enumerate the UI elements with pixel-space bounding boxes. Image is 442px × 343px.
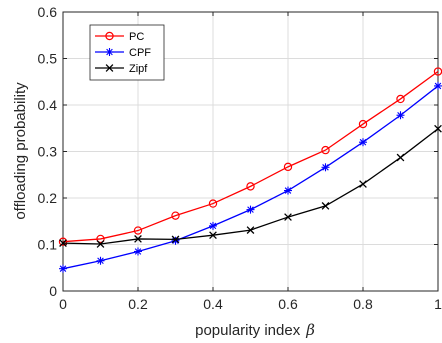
data-point-cpf-stroke bbox=[247, 206, 254, 213]
data-point-zipf-stroke bbox=[434, 124, 442, 133]
data-point-zipf-stroke bbox=[284, 213, 292, 221]
legend-marker-cpf bbox=[105, 48, 114, 56]
x-tick-label: 0.8 bbox=[353, 296, 373, 312]
data-point-zipf-stroke bbox=[59, 239, 67, 247]
data-point-zipf bbox=[396, 153, 405, 162]
data-point-cpf bbox=[359, 138, 367, 147]
y-tick-label: 0 bbox=[49, 283, 57, 299]
data-point-cpf-stroke bbox=[397, 111, 404, 119]
data-point-pc bbox=[358, 119, 368, 129]
data-point-zipf-stroke bbox=[209, 231, 217, 240]
series-pc bbox=[58, 67, 442, 246]
data-point-cpf bbox=[171, 236, 180, 245]
data-point-zipf-stroke bbox=[171, 235, 180, 244]
data-point-zipf bbox=[59, 239, 67, 247]
data-point-cpf-stroke bbox=[97, 257, 104, 265]
data-point-zipf bbox=[321, 202, 330, 210]
x-tick-label: 0.6 bbox=[278, 296, 298, 312]
legend-entry-cpf: CPF bbox=[95, 47, 151, 59]
y-tick-label: 0.2 bbox=[38, 190, 58, 206]
x-tick-label: 0 bbox=[59, 296, 67, 312]
data-point-pc bbox=[208, 199, 218, 208]
data-point-cpf bbox=[96, 256, 105, 265]
series-line-pc bbox=[62, 70, 439, 243]
data-point-zipf bbox=[209, 231, 217, 240]
data-point-zipf bbox=[359, 180, 367, 188]
y-axis-label: offloading probability bbox=[12, 82, 29, 220]
legend-label-zipf: Zipf bbox=[129, 63, 148, 75]
x-axis-label-text: popularity index bbox=[195, 322, 301, 339]
data-point-pc bbox=[283, 162, 293, 172]
y-tick-label: 0.1 bbox=[38, 237, 58, 253]
legend-entry-zipf: Zipf bbox=[95, 63, 148, 75]
legend-label-pc: PC bbox=[129, 31, 144, 43]
series bbox=[58, 67, 442, 273]
data-point-cpf bbox=[284, 186, 292, 195]
data-point-zipf bbox=[171, 235, 180, 244]
data-point-zipf-stroke bbox=[396, 153, 405, 162]
data-point-zipf bbox=[284, 213, 292, 221]
data-point-cpf bbox=[134, 247, 142, 256]
axis-ticks: 0 0.2 0.4 0.6 0.8 1 0 0.1 0.2 0.3 0.4 0.5 0.6 bbox=[38, 4, 442, 312]
data-point-cpf bbox=[246, 205, 255, 214]
y-tick-label: 0.4 bbox=[38, 97, 58, 113]
data-point-cpf bbox=[321, 163, 330, 172]
data-point-cpf-stroke bbox=[59, 265, 67, 272]
data-point-cpf bbox=[209, 221, 217, 230]
data-point-pc bbox=[96, 234, 105, 244]
x-axis-label-symbol: β bbox=[305, 321, 315, 339]
y-tick-label: 0.5 bbox=[38, 51, 58, 67]
x-tick-label: 0.2 bbox=[128, 296, 148, 312]
data-point-zipf bbox=[134, 235, 142, 243]
series-cpf bbox=[59, 81, 442, 273]
data-point-cpf-stroke bbox=[134, 248, 142, 255]
data-point-zipf-stroke bbox=[134, 235, 142, 243]
data-point-cpf bbox=[59, 264, 67, 273]
legend-marker-zipf-stroke bbox=[105, 64, 114, 72]
data-point-cpf-stroke bbox=[284, 187, 292, 194]
y-tick-label: 0.6 bbox=[38, 4, 58, 20]
x-axis-label: popularity index β bbox=[195, 321, 315, 339]
data-point-zipf-stroke bbox=[246, 226, 255, 234]
data-point-cpf-stroke bbox=[359, 138, 367, 146]
series-zipf bbox=[59, 124, 442, 248]
data-point-pc bbox=[171, 211, 180, 220]
data-point-cpf-stroke bbox=[322, 164, 329, 171]
legend-marker-cpf-stroke bbox=[106, 48, 113, 56]
legend-marker-zipf bbox=[105, 64, 114, 72]
data-point-cpf-stroke bbox=[434, 82, 442, 90]
data-point-zipf bbox=[246, 226, 255, 234]
data-point-zipf-stroke bbox=[321, 202, 330, 210]
data-point-cpf bbox=[396, 111, 405, 120]
data-point-zipf-stroke bbox=[359, 180, 367, 188]
data-point-zipf bbox=[96, 240, 105, 248]
y-tick-label: 0.3 bbox=[38, 144, 58, 160]
legend-marker-pc bbox=[105, 31, 114, 41]
legend: PC CPF Zipf bbox=[89, 24, 165, 81]
data-point-zipf-stroke bbox=[96, 240, 105, 248]
x-tick-label: 0.4 bbox=[203, 296, 223, 312]
legend-label-cpf: CPF bbox=[129, 47, 151, 59]
data-point-pc bbox=[396, 94, 405, 104]
x-tick-label: 1 bbox=[434, 296, 442, 312]
data-point-zipf bbox=[434, 124, 442, 133]
data-point-pc bbox=[58, 237, 68, 246]
data-point-cpf bbox=[434, 81, 442, 90]
data-point-pc bbox=[321, 145, 330, 155]
legend-entry-pc: PC bbox=[95, 31, 144, 43]
data-point-cpf-stroke bbox=[209, 222, 217, 230]
data-point-pc bbox=[246, 182, 255, 191]
data-point-pc bbox=[133, 226, 143, 235]
